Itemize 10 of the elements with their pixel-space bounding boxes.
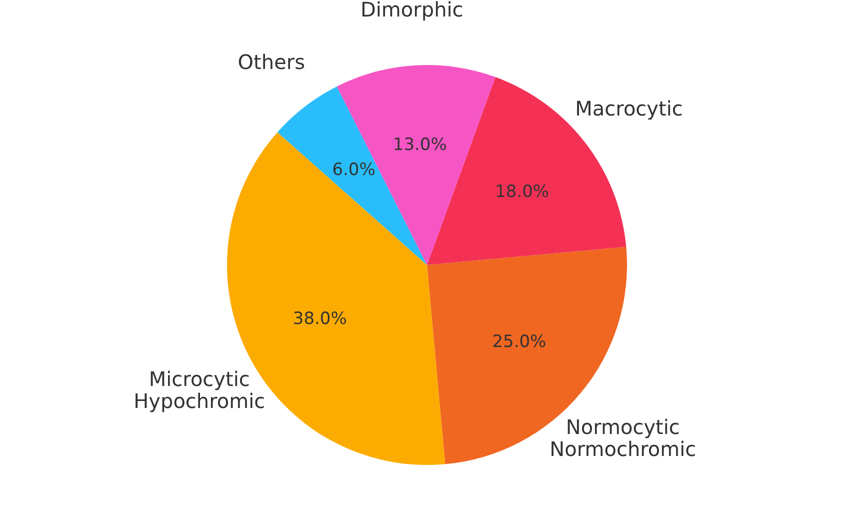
slice-label: Others xyxy=(238,50,306,74)
data-label: 6.0% xyxy=(332,160,376,180)
slice-label: Dimorphic xyxy=(360,0,464,22)
slice-label: Normocytic Normochromic xyxy=(550,415,696,462)
data-label: 38.0% xyxy=(292,309,347,330)
data-label: 25.0% xyxy=(492,332,546,352)
data-label: 13.0% xyxy=(392,135,447,156)
data-label: 18.0% xyxy=(495,182,550,202)
slice-label: Macrocytic xyxy=(575,96,683,120)
slice-label: Microcytic Hypochromic xyxy=(134,366,266,413)
